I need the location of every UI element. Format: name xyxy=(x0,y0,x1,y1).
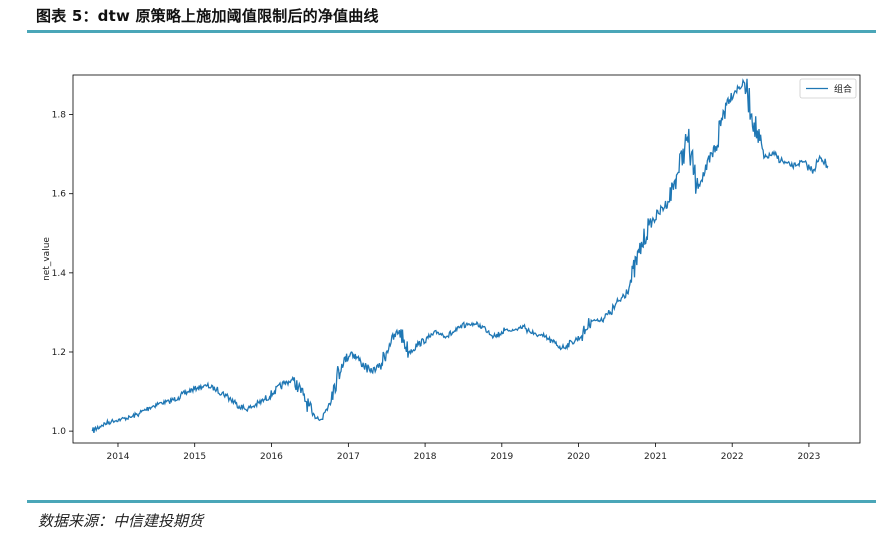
x-tick-label: 2022 xyxy=(721,452,744,462)
y-tick-label: 1.6 xyxy=(52,190,67,200)
y-tick-label: 1.8 xyxy=(52,111,67,121)
x-tick-label: 2016 xyxy=(260,452,283,462)
line-chart: 2014 2015 2016 2017 2018 2019 2020 2021 2022 2023… xyxy=(42,74,861,462)
top-rule xyxy=(27,30,876,33)
y-tick-label: 1.2 xyxy=(52,348,66,358)
x-tick-label: 2023 xyxy=(797,452,820,462)
x-axis: 2014 2015 2016 2017 2018 2019 2020 2021 2022 2023 xyxy=(107,443,820,462)
plot-frame xyxy=(72,74,861,444)
x-tick-label: 2014 xyxy=(107,452,130,462)
y-axis: 1.0 1.2 1.4 1.6 1.8 xyxy=(52,111,73,437)
y-axis-label: net_value xyxy=(42,237,52,281)
x-tick-label: 2020 xyxy=(567,452,590,462)
bottom-rule xyxy=(27,500,876,503)
y-tick-label: 1.4 xyxy=(52,269,67,279)
legend: 组合 xyxy=(799,78,857,99)
data-source: 数据来源：中信建投期货 xyxy=(38,512,204,530)
legend-label: 组合 xyxy=(834,83,852,95)
series-line xyxy=(91,78,829,434)
y-tick-label: 1.0 xyxy=(52,427,67,437)
x-tick-label: 2015 xyxy=(183,452,206,462)
x-tick-label: 2019 xyxy=(490,452,513,462)
x-tick-label: 2021 xyxy=(644,452,667,462)
x-tick-label: 2018 xyxy=(414,452,437,462)
chart-title: 图表 5：dtw 原策略上施加阈值限制后的净值曲线 xyxy=(36,7,379,25)
x-tick-label: 2017 xyxy=(337,452,360,462)
